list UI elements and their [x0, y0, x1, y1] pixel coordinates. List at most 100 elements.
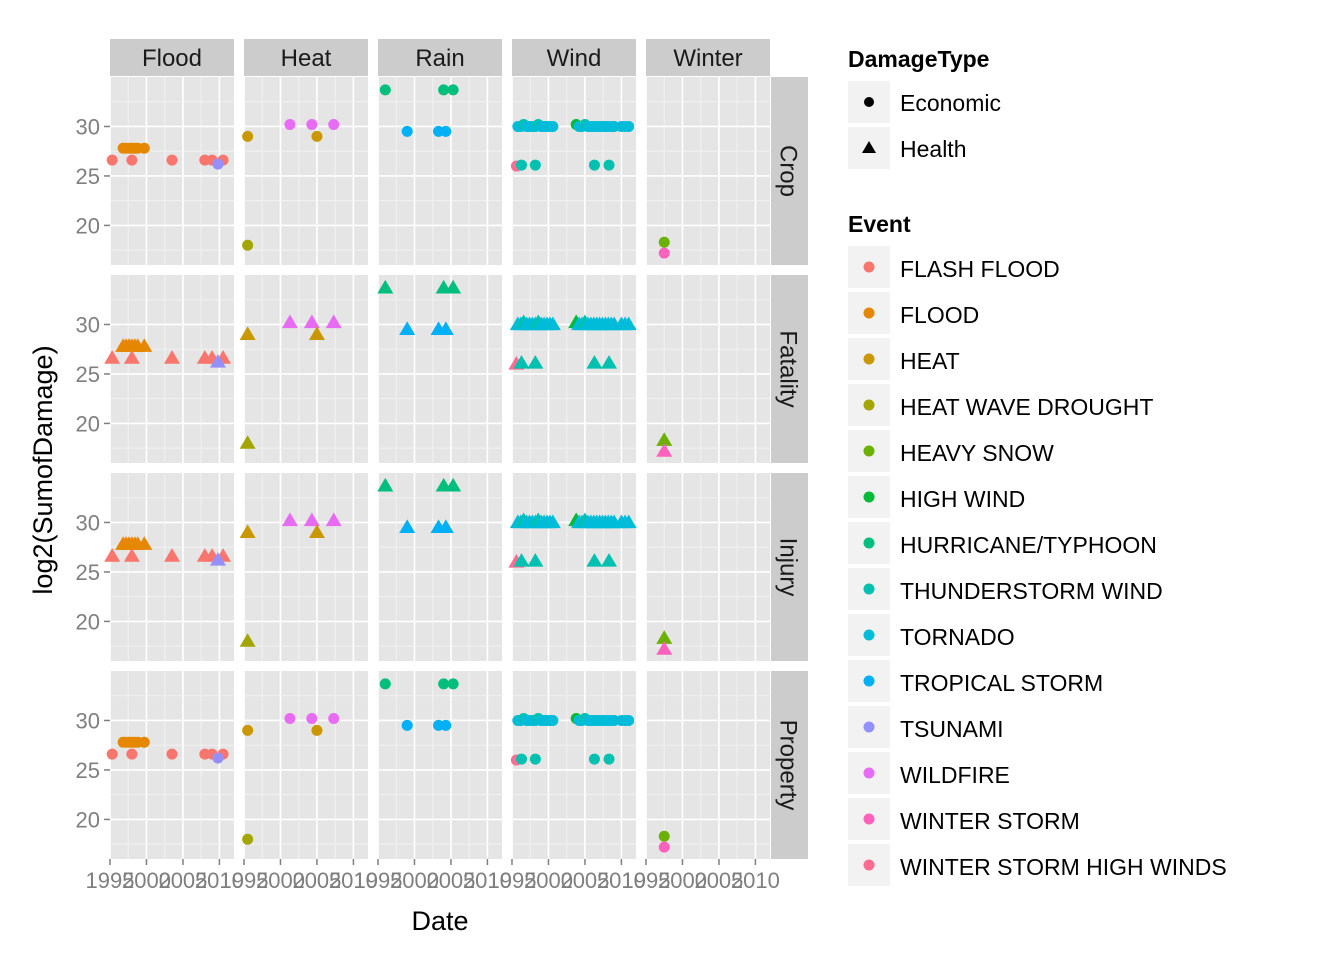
panel-background	[244, 671, 368, 859]
point-hurricane-typhoon	[377, 279, 394, 294]
strip-flood	[110, 39, 234, 76]
point-hurricane-typhoon	[447, 678, 459, 690]
panel-background	[646, 671, 770, 859]
panel-winter-property	[645, 671, 770, 859]
legend-label: TSUNAMI	[900, 716, 1004, 742]
legend-swatch	[863, 399, 875, 411]
panel-heat-crop	[242, 77, 368, 265]
point-thunderstorm-wind	[588, 159, 600, 171]
circle-icon	[864, 97, 874, 107]
x-tick-label: 1995	[220, 868, 269, 893]
point-heat	[239, 326, 256, 340]
y-tick-label: 30	[76, 312, 100, 337]
legend-entry-hurricane-typhoon: HURRICANE/TYPHOON	[848, 522, 1157, 564]
panel-background	[378, 275, 502, 463]
strip-label-flood: Flood	[142, 45, 202, 72]
point-thunderstorm-wind	[527, 553, 544, 567]
point-flash-flood	[104, 350, 121, 364]
legend-label: FLOOD	[900, 302, 979, 328]
point-tornado	[547, 120, 559, 132]
panel-winter-injury	[645, 473, 770, 661]
strip-rain	[378, 39, 502, 76]
point-tsunami	[212, 158, 224, 170]
legend-entry-flash-flood: FLASH FLOOD	[848, 246, 1060, 288]
point-thunderstorm-wind	[601, 553, 618, 567]
panel-background	[646, 275, 770, 463]
panel-heat-injury	[239, 473, 368, 661]
x-tick-label: 2000	[524, 868, 573, 893]
panel-wind-injury	[508, 473, 637, 661]
axes: 2025302025302025302025301995200020052010…	[76, 114, 780, 893]
point-winter-storm	[656, 443, 673, 457]
facet-panels	[104, 77, 770, 859]
legend-entry-economic: Economic	[848, 81, 1001, 123]
panel-background	[244, 275, 368, 463]
x-tick-label: 2005	[426, 868, 475, 893]
legend-swatch	[863, 859, 875, 871]
panel-flood-injury	[104, 473, 234, 661]
facet-strips: Flood Heat Rain Wind Winter Crop Fatality Injur…	[110, 39, 808, 859]
legend-swatch	[863, 537, 875, 549]
point-wildfire	[328, 712, 340, 724]
x-tick-label: 2010	[195, 868, 244, 893]
strip-label-injury: Injury	[775, 538, 802, 597]
x-tick-label: 2010	[329, 868, 378, 893]
panel-flood-property	[106, 671, 234, 859]
point-heavy-snow	[658, 830, 670, 842]
panel-heat-fatality	[239, 275, 368, 463]
panel-background	[378, 671, 502, 859]
point-tornado	[544, 316, 561, 331]
damage-type-legend-title: DamageType	[848, 46, 989, 72]
point-heat	[311, 724, 323, 736]
legend-label: Economic	[900, 90, 1001, 116]
point-thunderstorm-wind	[513, 355, 530, 369]
point-flood	[136, 536, 153, 550]
point-flash-flood	[164, 350, 180, 364]
y-tick-label: 30	[76, 114, 100, 139]
panel-background	[244, 473, 368, 661]
panel-background	[110, 473, 234, 661]
panel-rain-property	[377, 671, 502, 859]
strip-fatality	[771, 275, 808, 463]
point-thunderstorm-wind	[603, 753, 615, 765]
legend-label: HEAT	[900, 348, 960, 374]
point-tropical-storm	[437, 519, 454, 534]
point-thunderstorm-wind	[586, 355, 603, 369]
legend-entry-tornado: TORNADO	[848, 614, 1015, 656]
legend-swatch	[863, 813, 875, 825]
point-flash-flood	[106, 748, 118, 760]
point-wildfire	[306, 712, 318, 724]
point-tropical-storm	[399, 519, 416, 534]
y-tick-label: 30	[76, 510, 100, 535]
strip-winter	[646, 39, 770, 76]
y-tick-label: 25	[76, 560, 100, 585]
strip-label-heat: Heat	[281, 45, 332, 72]
point-heat	[242, 724, 254, 736]
point-flash-flood	[106, 154, 118, 166]
point-heat-wave-drought	[242, 833, 254, 845]
point-tornado	[547, 714, 559, 726]
point-thunderstorm-wind	[586, 553, 603, 567]
legend-label: WINTER STORM	[900, 808, 1080, 834]
point-hurricane-typhoon	[379, 84, 391, 96]
point-thunderstorm-wind	[529, 159, 541, 171]
point-tropical-storm	[399, 321, 416, 336]
x-tick-label: 2005	[292, 868, 341, 893]
legend-swatch	[863, 629, 875, 641]
panel-background	[646, 473, 770, 661]
point-heat	[308, 524, 325, 538]
point-thunderstorm-wind	[515, 159, 527, 171]
panel-background	[512, 671, 636, 859]
panel-background	[512, 275, 636, 463]
y-tick-label: 25	[76, 362, 100, 387]
point-heat	[308, 326, 325, 340]
legend-label: HEAT WAVE DROUGHT	[900, 394, 1153, 420]
legend-entry-heat-wave-drought: HEAT WAVE DROUGHT	[848, 384, 1153, 426]
point-flood	[138, 736, 150, 748]
panel-rain-crop	[377, 77, 502, 265]
panel-background	[378, 473, 502, 661]
legend-entry-heavy-snow: HEAVY SNOW	[848, 430, 1054, 472]
point-tropical-storm	[440, 719, 452, 731]
legend-label: WINTER STORM HIGH WINDS	[900, 854, 1227, 880]
